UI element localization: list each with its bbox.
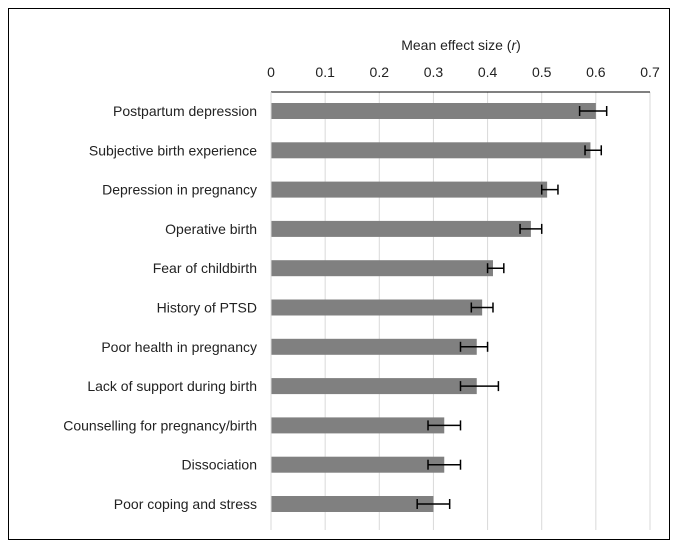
category-label: Operative birth xyxy=(165,221,257,237)
bar xyxy=(271,299,483,316)
axes: 0 0.1 0.2 0.3 0.4 0.5 0.6 0.7 xyxy=(267,64,660,530)
error-bar xyxy=(486,263,505,274)
category-label: Counselling for pregnancy/birth xyxy=(63,417,257,433)
bar xyxy=(271,338,477,355)
error-bar xyxy=(578,106,608,116)
error-bar xyxy=(519,223,543,234)
category-label: History of PTSD xyxy=(157,300,257,316)
error-bars xyxy=(416,106,608,509)
error-bar xyxy=(470,302,494,313)
bar xyxy=(271,260,493,277)
category-label: Dissociation xyxy=(182,457,257,473)
x-tick-label: 0.2 xyxy=(370,64,390,80)
x-tick-label: 0.4 xyxy=(478,64,498,80)
x-tick-label: 0.5 xyxy=(532,64,552,80)
x-tick-label: 0 xyxy=(267,64,275,80)
error-bar xyxy=(416,499,451,509)
error-bar xyxy=(540,184,559,195)
bar xyxy=(271,417,445,434)
bar xyxy=(271,181,548,198)
error-bar xyxy=(427,459,462,470)
bar xyxy=(271,103,596,119)
x-tick-label: 0.1 xyxy=(315,64,335,80)
category-label: Subjective birth experience xyxy=(89,142,257,158)
bars xyxy=(271,103,596,512)
x-tick-label: 0.3 xyxy=(424,64,444,80)
bar xyxy=(271,496,434,512)
x-axis-title: Mean effect size (r) xyxy=(401,37,521,53)
category-label: Poor health in pregnancy xyxy=(101,339,257,355)
bar xyxy=(271,456,445,473)
bar xyxy=(271,142,591,159)
x-tick-label: 0.6 xyxy=(586,64,606,80)
category-label: Depression in pregnancy xyxy=(102,182,257,198)
bar xyxy=(271,220,531,237)
category-labels: Postpartum depression Subjective birth ex… xyxy=(63,103,257,512)
error-bar xyxy=(459,381,500,392)
error-bar xyxy=(459,341,489,352)
error-bar xyxy=(584,145,603,156)
category-label: Poor coping and stress xyxy=(114,496,257,512)
error-bar xyxy=(427,420,462,431)
x-tick-label: 0.7 xyxy=(640,64,660,80)
category-label: Lack of support during birth xyxy=(87,378,257,394)
category-label: Postpartum depression xyxy=(113,103,257,119)
bar xyxy=(271,378,477,395)
category-label: Fear of childbirth xyxy=(153,260,257,276)
